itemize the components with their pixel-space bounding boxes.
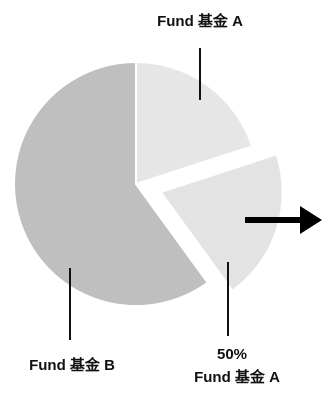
slice-label: Fund 基金 A: [157, 12, 243, 30]
annotation: 50%: [217, 346, 247, 363]
pie: [13, 60, 284, 307]
slice-label: Fund 基金 B: [29, 356, 115, 374]
slice-label: Fund 基金 A: [194, 368, 280, 386]
arrow-head: [300, 206, 322, 234]
pie-slice: [13, 60, 210, 307]
pie-slice: [135, 60, 254, 186]
pie-slice: [159, 153, 284, 293]
